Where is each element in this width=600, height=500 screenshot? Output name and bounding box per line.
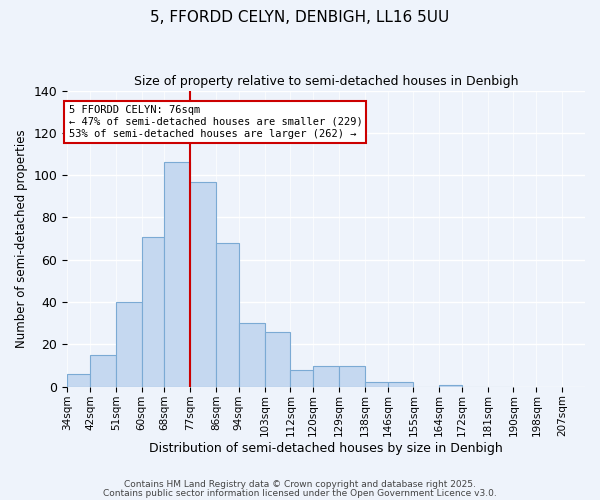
Text: 5, FFORDD CELYN, DENBIGH, LL16 5UU: 5, FFORDD CELYN, DENBIGH, LL16 5UU bbox=[151, 10, 449, 25]
Title: Size of property relative to semi-detached houses in Denbigh: Size of property relative to semi-detach… bbox=[134, 75, 518, 88]
Bar bbox=[339, 366, 365, 386]
Bar bbox=[388, 382, 413, 386]
Bar bbox=[239, 323, 265, 386]
Bar bbox=[67, 374, 90, 386]
Bar bbox=[313, 366, 339, 386]
Bar bbox=[142, 236, 164, 386]
Bar bbox=[190, 182, 216, 386]
Text: 5 FFORDD CELYN: 76sqm
← 47% of semi-detached houses are smaller (229)
53% of sem: 5 FFORDD CELYN: 76sqm ← 47% of semi-deta… bbox=[68, 106, 362, 138]
Y-axis label: Number of semi-detached properties: Number of semi-detached properties bbox=[15, 130, 28, 348]
Bar bbox=[116, 302, 142, 386]
Bar bbox=[90, 355, 116, 386]
Text: Contains HM Land Registry data © Crown copyright and database right 2025.: Contains HM Land Registry data © Crown c… bbox=[124, 480, 476, 489]
Bar bbox=[164, 162, 190, 386]
Bar bbox=[439, 384, 462, 386]
Bar bbox=[290, 370, 313, 386]
Bar bbox=[216, 243, 239, 386]
Bar bbox=[365, 382, 388, 386]
X-axis label: Distribution of semi-detached houses by size in Denbigh: Distribution of semi-detached houses by … bbox=[149, 442, 503, 455]
Bar bbox=[265, 332, 290, 386]
Text: Contains public sector information licensed under the Open Government Licence v3: Contains public sector information licen… bbox=[103, 489, 497, 498]
